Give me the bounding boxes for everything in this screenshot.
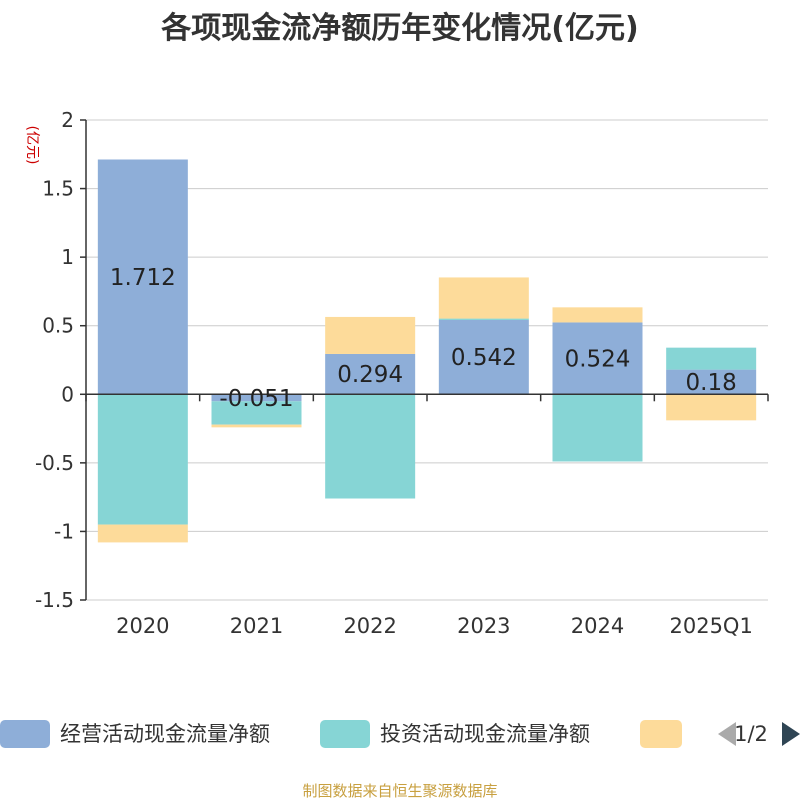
x-tick-label: 2025Q1: [669, 614, 752, 638]
bar-operating-2025Q1: [666, 369, 757, 395]
data-source-footer: 制图数据来自恒生聚源数据库: [302, 782, 497, 800]
legend-swatch-operating: [0, 720, 50, 748]
data-label-operating: 0.542: [451, 345, 517, 371]
data-labels: 1.712 -0.051 0.294 0.542 0.524 0.18: [110, 265, 737, 412]
y-tick-label: 1.5: [42, 177, 74, 201]
legend-item-investing[interactable]: 投资活动现金流量净额: [320, 720, 590, 748]
legend-next-page-icon[interactable]: [782, 722, 800, 746]
y-tick-label: 1: [61, 245, 74, 269]
y-tick-label: -1: [54, 519, 74, 543]
legend-label-operating: 经营活动现金流量净额: [60, 722, 270, 746]
y-tick-label: -1.5: [35, 588, 74, 612]
bar-investing-2022: [325, 394, 416, 499]
bar-investing-2020: [97, 394, 188, 525]
legend-swatch-financing: [640, 720, 682, 748]
legend: 经营活动现金流量净额 投资活动现金流量净额 1/2: [0, 720, 800, 748]
bar-investing-2023: [438, 318, 529, 320]
bar-operating-2020: [97, 159, 188, 395]
data-label-operating: 0.18: [686, 370, 737, 396]
x-tick-label: 2024: [571, 614, 624, 638]
bar-financing-2025Q1: [666, 394, 757, 421]
bar-series: [97, 159, 757, 543]
x-tick-label: 2020: [116, 614, 169, 638]
x-tick-label: 2023: [457, 614, 510, 638]
bar-operating-2021: [211, 394, 302, 402]
legend-item-operating[interactable]: 经营活动现金流量净额: [0, 720, 270, 748]
y-tick-label: 2: [61, 108, 74, 132]
data-label-operating: 0.524: [565, 346, 631, 372]
bar-investing-2021: [211, 401, 302, 425]
bar-investing-2025Q1: [666, 347, 757, 370]
bar-operating-2024: [552, 322, 643, 395]
data-label-operating: -0.051: [219, 386, 293, 412]
bar-financing-2021: [211, 424, 302, 428]
legend-item-financing[interactable]: [640, 720, 682, 748]
bar-financing-2023: [438, 277, 529, 319]
bar-financing-2024: [552, 307, 643, 323]
y-tick-label: 0.5: [42, 314, 74, 338]
x-tick-label: 2021: [230, 614, 283, 638]
bar-operating-2023: [438, 319, 529, 395]
legend-label-investing: 投资活动现金流量净额: [380, 722, 590, 746]
y-tick-labels: 2 1.5 1 0.5 0 -0.5 -1 -1.5: [35, 108, 74, 612]
y-axis-unit-label: (亿元): [24, 126, 40, 165]
bar-operating-2022: [325, 353, 416, 395]
bar-financing-2020: [97, 524, 188, 543]
bar-financing-2022: [325, 316, 416, 354]
x-tick-labels: 2020 2021 2022 2023 2024 2025Q1: [116, 614, 753, 638]
chart-title: 各项现金流净额历年变化情况(亿元): [160, 11, 638, 46]
legend-page-indicator: 1/2: [734, 722, 768, 746]
x-tick-label: 2022: [343, 614, 396, 638]
y-tick-label: 0: [61, 382, 74, 406]
bar-investing-2024: [552, 394, 643, 462]
y-tick-label: -0.5: [35, 451, 74, 475]
legend-prev-page-icon[interactable]: [718, 722, 736, 746]
data-label-operating: 0.294: [337, 362, 403, 388]
gridlines: [86, 119, 768, 601]
axes: [80, 119, 769, 601]
data-label-operating: 1.712: [110, 265, 176, 291]
legend-swatch-investing: [320, 720, 370, 748]
